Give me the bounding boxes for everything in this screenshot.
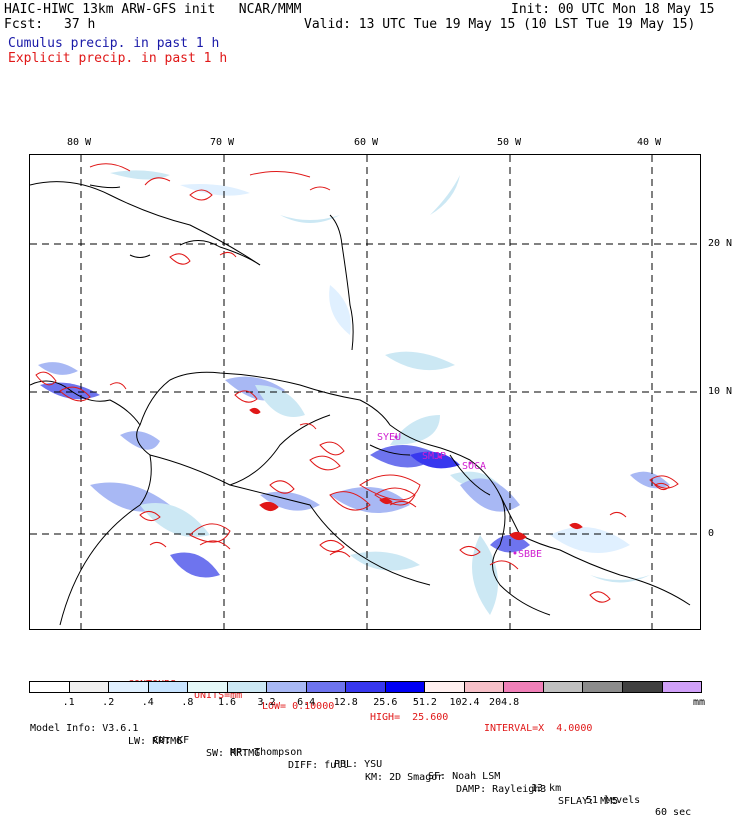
lon-label-60w: 60 W xyxy=(354,137,379,148)
station-soca: SOCA xyxy=(462,461,487,472)
colorbar-cell xyxy=(504,682,544,692)
diffusion-option: DIFF: full xyxy=(288,760,349,771)
colorbar-label: .1 xyxy=(62,697,75,708)
colorbar-label: .4 xyxy=(141,697,154,708)
colorbar-cell xyxy=(188,682,228,692)
station-sbbe: SBBE xyxy=(518,549,543,560)
lat-lon-grid xyxy=(30,155,700,629)
colorbar-label: 6.4 xyxy=(297,697,316,708)
colorbar-cell xyxy=(267,682,307,692)
time-step: 60 sec xyxy=(655,807,692,818)
station-smjp: SMJP xyxy=(422,451,447,462)
colorbar-label: 25.6 xyxy=(373,697,398,708)
surface-layer-scheme: SFLAY: MM5 xyxy=(558,796,619,807)
model-version: Model Info: V3.6.1 xyxy=(30,723,139,734)
explicit-precip-contours xyxy=(35,163,679,603)
colorbar-units: mm xyxy=(693,697,706,708)
colorbar-label: 3.2 xyxy=(257,697,276,708)
colorbar-label: 1.6 xyxy=(217,697,236,708)
contours-units: UNITS=mm xyxy=(194,690,243,701)
precip-colorbar xyxy=(29,681,702,693)
valid-time: Valid: 13 UTC Tue 19 May 15 (10 LST Tue … xyxy=(304,17,696,32)
lat-label-10n: 10 N xyxy=(708,386,733,397)
colorbar-cell xyxy=(543,682,584,692)
colorbar-cell xyxy=(662,682,702,692)
colorbar-label: 12.8 xyxy=(333,697,358,708)
colorbar-label: 204.8 xyxy=(489,697,520,708)
colorbar-cell xyxy=(109,682,149,692)
lon-label-70w: 70 W xyxy=(210,137,235,148)
lon-label-50w: 50 W xyxy=(497,137,522,148)
station-markers xyxy=(394,435,517,555)
legend-explicit: Explicit precip. in past 1 h xyxy=(8,51,228,66)
colorbar-cell xyxy=(425,682,465,692)
forecast-hour: 37 h xyxy=(64,17,96,32)
colorbar-cell xyxy=(622,682,663,692)
lon-label-80w: 80 W xyxy=(67,137,92,148)
colorbar-cell xyxy=(346,682,386,692)
init-time: Init: 00 UTC Mon 18 May 15 xyxy=(511,2,715,17)
colorbar-label: .2 xyxy=(102,697,115,708)
lon-label-40w: 40 W xyxy=(637,137,662,148)
model-info-line1: Model Info: V3.6.1 CU: KF MP: Thompson P… xyxy=(0,711,740,818)
contours-interval: INTERVAL=X 4.0000 xyxy=(484,723,593,734)
damping-option: DAMP: Rayleigh3 xyxy=(456,784,547,795)
colorbar-label: .8 xyxy=(181,697,194,708)
longwave-scheme: LW: RRTMG xyxy=(128,736,183,747)
colorbar-cell xyxy=(148,682,189,692)
model-info-line2: LW: RRTMG SW: RRTMG DIFF: full KM: 2D Sm… xyxy=(0,724,740,807)
coastlines xyxy=(30,181,691,626)
plot-title: HAIC-HIWC 13km ARW-GFS init NCAR/MMM xyxy=(4,2,302,17)
map-canvas xyxy=(30,155,700,629)
colorbar-cell xyxy=(30,682,70,692)
station-syeu: SYEU xyxy=(377,432,402,443)
lat-label-0: 0 xyxy=(708,528,715,539)
contours-low: LOW= 0.10000 xyxy=(262,701,335,712)
forecast-label: Fcst: xyxy=(4,17,44,32)
colorbar-label: 102.4 xyxy=(449,697,480,708)
colorbar-cell xyxy=(306,682,347,692)
lat-label-20n: 20 N xyxy=(708,238,733,249)
contours-high: HIGH= 25.600 xyxy=(370,712,449,723)
colorbar-cell xyxy=(464,682,505,692)
colorbar-cell xyxy=(227,682,268,692)
precip-map: SYEU SMJP SOCA SBBE xyxy=(29,154,701,630)
shortwave-scheme: SW: RRTMG xyxy=(206,748,261,759)
colorbar-label: 51.2 xyxy=(412,697,437,708)
colorbar-cell xyxy=(583,682,623,692)
legend-cumulus: Cumulus precip. in past 1 h xyxy=(8,36,220,51)
colorbar-cell xyxy=(69,682,110,692)
km-option: KM: 2D Smagor xyxy=(365,772,444,783)
colorbar-cell xyxy=(385,682,426,692)
cumulus-precip-areas xyxy=(38,170,670,615)
